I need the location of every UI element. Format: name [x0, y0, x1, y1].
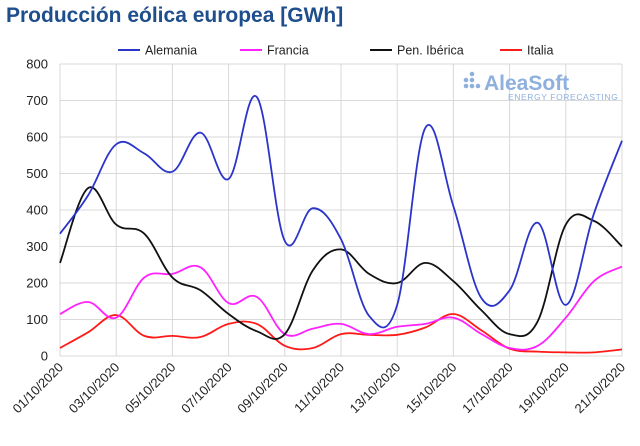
chart-title: Producción eólica europea [GWh] [6, 4, 344, 27]
legend: Alemania Francia Pen. Ibérica Italia [118, 44, 553, 58]
x-tick-label: 15/10/2020 [403, 360, 460, 417]
x-tick-label: 17/10/2020 [459, 360, 516, 417]
y-tick-label: 600 [26, 130, 48, 145]
series-line-pen-ib-rica [59, 186, 623, 340]
x-tick-label: 01/10/2020 [9, 360, 66, 417]
logo-name: AleaSoft [484, 72, 569, 95]
x-tick-label: 11/10/2020 [291, 360, 347, 416]
x-tick-label: 21/10/2020 [571, 360, 628, 417]
x-tick-label: 03/10/2020 [66, 360, 123, 417]
legend-label-alemania: Alemania [145, 44, 197, 58]
logo-dot-icon [469, 77, 475, 83]
y-tick-label: 400 [26, 203, 48, 218]
series-line-alemania [59, 95, 623, 329]
logo-dot-icon [475, 83, 481, 89]
series-line-francia [59, 264, 623, 351]
x-tick-label: 05/10/2020 [122, 360, 179, 417]
logo-dot-icon [469, 71, 475, 77]
y-tick-label: 100 [26, 312, 48, 327]
logo-dot-icon [463, 83, 469, 89]
y-tick-label: 0 [41, 349, 48, 364]
x-tick-label: 09/10/2020 [234, 360, 291, 417]
x-tick-label: 07/10/2020 [178, 360, 235, 417]
y-tick-label: 500 [26, 166, 48, 181]
series-line-italia [59, 313, 623, 354]
legend-label-italia: Italia [527, 44, 553, 58]
y-tick-label: 200 [26, 276, 48, 291]
series-lines [59, 95, 623, 354]
y-tick-labels: 0 100 200 300 400 500 600 700 800 [26, 57, 48, 364]
y-tick-label: 300 [26, 239, 48, 254]
logo-dot-icon [463, 77, 469, 83]
x-tick-labels: 01/10/2020 03/10/2020 05/10/2020 07/10/2020… [9, 360, 628, 417]
y-tick-label: 700 [26, 93, 48, 108]
legend-label-francia: Francia [267, 44, 309, 58]
logo-tagline: ENERGY FORECASTING [508, 92, 618, 102]
legend-label-pen-ib-rica: Pen. Ibérica [397, 44, 464, 58]
y-tick-label: 800 [26, 57, 48, 72]
logo-dot-icon [469, 83, 475, 89]
x-tick-label: 19/10/2020 [515, 360, 572, 417]
x-tick-label: 13/10/2020 [347, 360, 404, 417]
